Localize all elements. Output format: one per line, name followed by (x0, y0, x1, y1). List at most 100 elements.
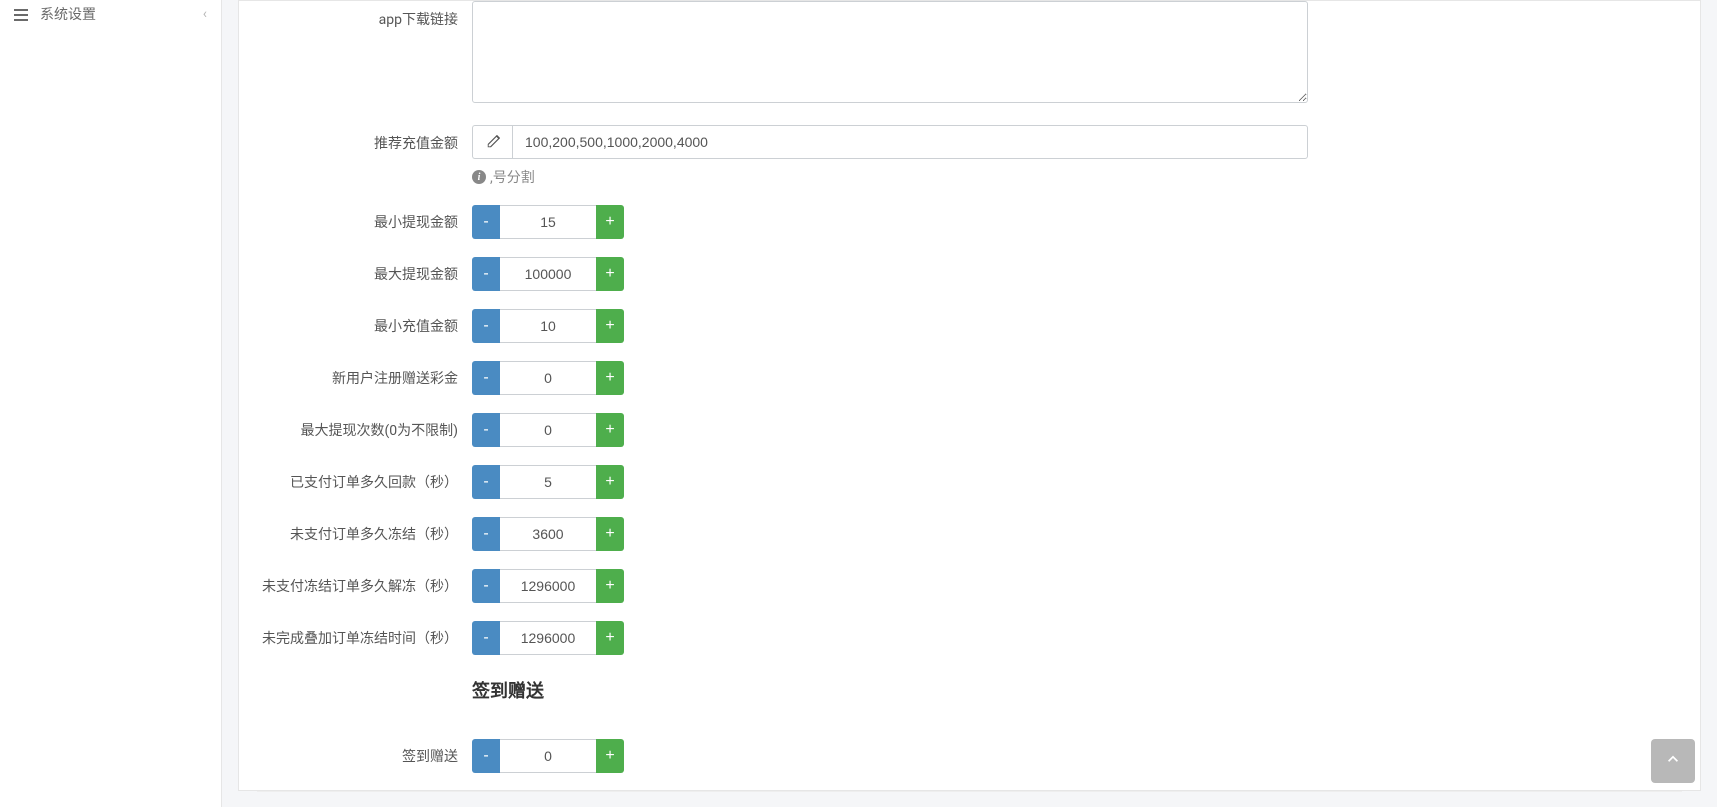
scroll-to-top-button[interactable] (1651, 739, 1695, 783)
stepper-checkin_bonus: -+ (472, 739, 624, 773)
stepper-min_withdraw: -+ (472, 205, 624, 239)
control-new_user_bonus: -+ (472, 361, 1682, 395)
row-unpaid_freeze_seconds: 未支付订单多久冻结（秒）-+ (257, 517, 1682, 551)
max_withdraw-input[interactable] (500, 257, 596, 291)
decrement-button[interactable]: - (472, 739, 500, 773)
increment-button[interactable]: + (596, 309, 624, 343)
row-app-download: app下载链接 (257, 1, 1682, 107)
label-unpaid_unfreeze_seconds: 未支付冻结订单多久解冻（秒） (257, 576, 472, 596)
checkin-field: 签到赠送-+ (257, 739, 1682, 773)
row-min_recharge: 最小充值金额-+ (257, 309, 1682, 343)
stepper-paid_refund_seconds: -+ (472, 465, 624, 499)
decrement-button[interactable]: - (472, 465, 500, 499)
row-checkin_bonus: 签到赠送-+ (257, 739, 1682, 773)
unpaid_unfreeze_seconds-input[interactable] (500, 569, 596, 603)
label-max_withdraw: 最大提现金额 (257, 264, 472, 284)
helper-recommended-recharge: i ,号分割 (472, 167, 1682, 187)
control-unpaid_freeze_seconds: -+ (472, 517, 1682, 551)
increment-button[interactable]: + (596, 361, 624, 395)
increment-button[interactable]: + (596, 621, 624, 655)
control-recommended-recharge: i ,号分割 (472, 125, 1682, 187)
stepper-new_user_bonus: -+ (472, 361, 624, 395)
info-icon: i (472, 170, 486, 184)
decrement-button[interactable]: - (472, 205, 500, 239)
row-max_withdraw: 最大提现金额-+ (257, 257, 1682, 291)
label-min_recharge: 最小充值金额 (257, 316, 472, 336)
control-min_recharge: -+ (472, 309, 1682, 343)
sidebar-item-system-settings[interactable]: 系统设置 ‹ (0, 0, 221, 28)
increment-button[interactable]: + (596, 465, 624, 499)
decrement-button[interactable]: - (472, 309, 500, 343)
increment-button[interactable]: + (596, 569, 624, 603)
checkin-heading-wrap: 签到赠送 (472, 673, 1682, 721)
sidebar-item-left: 系统设置 (14, 4, 96, 24)
new_user_bonus-input[interactable] (500, 361, 596, 395)
label-max_withdraw_count: 最大提现次数(0为不限制) (257, 420, 472, 440)
stepper-incomplete_overlay_freeze_seconds: -+ (472, 621, 624, 655)
control-unpaid_unfreeze_seconds: -+ (472, 569, 1682, 603)
label-new_user_bonus: 新用户注册赠送彩金 (257, 368, 472, 388)
page-root: 系统设置 ‹ app下载链接 推荐充值金额 (0, 0, 1717, 807)
app-download-textarea[interactable] (472, 1, 1308, 103)
increment-button[interactable]: + (596, 257, 624, 291)
pencil-icon (472, 125, 512, 159)
row-incomplete_overlay_freeze_seconds: 未完成叠加订单冻结时间（秒）-+ (257, 621, 1682, 655)
checkin_bonus-input[interactable] (500, 739, 596, 773)
row-checkin-heading: 签到赠送 (257, 673, 1682, 721)
stepper-min_recharge: -+ (472, 309, 624, 343)
label-recommended-recharge: 推荐充值金额 (257, 125, 472, 153)
chevron-up-icon (1663, 749, 1683, 773)
decrement-button[interactable]: - (472, 621, 500, 655)
control-app-download (472, 1, 1682, 107)
min_recharge-input[interactable] (500, 309, 596, 343)
settings-form: app下载链接 推荐充值金额 (239, 1, 1700, 807)
sidebar-item-label: 系统设置 (40, 4, 96, 24)
row-min_withdraw: 最小提现金额-+ (257, 205, 1682, 239)
spacer-label (257, 673, 472, 681)
label-unpaid_freeze_seconds: 未支付订单多久冻结（秒） (257, 524, 472, 544)
decrement-button[interactable]: - (472, 569, 500, 603)
stepper-max_withdraw: -+ (472, 257, 624, 291)
label-app-download: app下载链接 (257, 1, 472, 29)
stepper-unpaid_freeze_seconds: -+ (472, 517, 624, 551)
decrement-button[interactable]: - (472, 257, 500, 291)
decrement-button[interactable]: - (472, 517, 500, 551)
label-paid_refund_seconds: 已支付订单多久回款（秒） (257, 472, 472, 492)
row-unpaid_unfreeze_seconds: 未支付冻结订单多久解冻（秒）-+ (257, 569, 1682, 603)
label-incomplete_overlay_freeze_seconds: 未完成叠加订单冻结时间（秒） (257, 628, 472, 648)
decrement-button[interactable]: - (472, 413, 500, 447)
increment-button[interactable]: + (596, 413, 624, 447)
control-min_withdraw: -+ (472, 205, 1682, 239)
checkin-section-heading: 签到赠送 (472, 677, 1682, 703)
row-recommended-recharge: 推荐充值金额 i ,号分割 (257, 125, 1682, 187)
list-icon (14, 8, 30, 20)
max_withdraw_count-input[interactable] (500, 413, 596, 447)
unpaid_freeze_seconds-input[interactable] (500, 517, 596, 551)
increment-button[interactable]: + (596, 205, 624, 239)
sidebar: 系统设置 ‹ (0, 0, 222, 807)
row-max_withdraw_count: 最大提现次数(0为不限制)-+ (257, 413, 1682, 447)
bottom-divider (257, 791, 1682, 792)
main-content: app下载链接 推荐充值金额 (222, 0, 1717, 807)
settings-panel: app下载链接 推荐充值金额 (238, 0, 1701, 791)
stepper-unpaid_unfreeze_seconds: -+ (472, 569, 624, 603)
increment-button[interactable]: + (596, 739, 624, 773)
control-paid_refund_seconds: -+ (472, 465, 1682, 499)
control-max_withdraw: -+ (472, 257, 1682, 291)
label-min_withdraw: 最小提现金额 (257, 212, 472, 232)
control-checkin_bonus: -+ (472, 739, 1682, 773)
row-paid_refund_seconds: 已支付订单多久回款（秒）-+ (257, 465, 1682, 499)
decrement-button[interactable]: - (472, 361, 500, 395)
min_withdraw-input[interactable] (500, 205, 596, 239)
recommended-recharge-input[interactable] (512, 125, 1308, 159)
paid_refund_seconds-input[interactable] (500, 465, 596, 499)
row-new_user_bonus: 新用户注册赠送彩金-+ (257, 361, 1682, 395)
stepper-max_withdraw_count: -+ (472, 413, 624, 447)
incomplete_overlay_freeze_seconds-input[interactable] (500, 621, 596, 655)
increment-button[interactable]: + (596, 517, 624, 551)
control-max_withdraw_count: -+ (472, 413, 1682, 447)
control-incomplete_overlay_freeze_seconds: -+ (472, 621, 1682, 655)
numeric-fields: 最小提现金额-+最大提现金额-+最小充值金额-+新用户注册赠送彩金-+最大提现次… (257, 205, 1682, 655)
input-group-recommended-recharge (472, 125, 1308, 159)
chevron-left-icon: ‹ (203, 6, 207, 22)
